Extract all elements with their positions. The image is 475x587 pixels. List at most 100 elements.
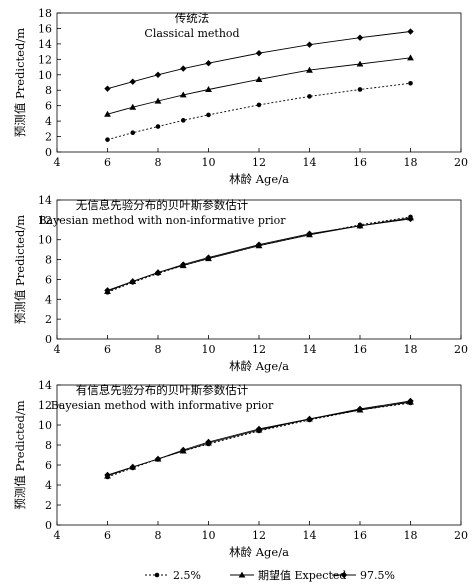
series-1 xyxy=(105,80,413,142)
data-point xyxy=(255,241,263,248)
x-tick-label: 20 xyxy=(454,156,468,169)
data-point xyxy=(105,137,110,142)
y-axis-label: 预测值 Predicted/m xyxy=(13,28,27,137)
x-tick-label: 18 xyxy=(404,529,418,542)
y-tick-label: 8 xyxy=(45,439,52,452)
series-3 xyxy=(104,215,414,294)
data-point xyxy=(307,94,312,99)
series-1 xyxy=(105,400,413,480)
series-3 xyxy=(104,28,414,92)
legend-label: 期望值 Expected xyxy=(258,569,346,582)
x-tick-label: 14 xyxy=(303,156,317,169)
data-point xyxy=(357,87,363,92)
y-tick-label: 0 xyxy=(45,333,52,346)
y-tick-label: 12 xyxy=(38,399,52,412)
data-point xyxy=(180,118,186,123)
series-line xyxy=(107,217,411,292)
data-point xyxy=(205,254,212,261)
data-point xyxy=(129,78,136,85)
chart-panel-2: 4 6 8 10 12 14 16 18 20 0 2 4 6 8 10 12 14 林龄 Age/a 预测值 Pr… xyxy=(13,194,468,373)
data-point xyxy=(407,28,414,35)
data-point xyxy=(306,230,313,237)
x-tick-label: 12 xyxy=(252,343,266,356)
legend-marker xyxy=(340,571,348,579)
data-point xyxy=(205,438,212,446)
x-tick-label: 18 xyxy=(404,156,418,169)
data-point xyxy=(155,124,161,129)
x-tick-label: 6 xyxy=(104,156,111,169)
x-tick-label: 10 xyxy=(202,156,216,169)
legend-item-1: 2.5% xyxy=(145,569,201,582)
series-line xyxy=(107,400,411,476)
x-tick-label: 14 xyxy=(303,529,317,542)
x-tick-label: 10 xyxy=(202,343,216,356)
y-tick-label: 4 xyxy=(45,479,52,492)
x-axis-label: 林龄 Age/a xyxy=(229,359,289,373)
x-tick-label: 6 xyxy=(104,343,111,356)
y-tick-label: 12 xyxy=(38,53,52,66)
y-tick-label: 0 xyxy=(45,146,52,159)
y-tick-label: 18 xyxy=(38,7,52,20)
y-tick-label: 4 xyxy=(45,115,52,128)
chart-title-en: Classical method xyxy=(144,27,239,40)
y-tick-label: 6 xyxy=(45,459,52,472)
y-tick-label: 8 xyxy=(45,84,52,97)
legend-marker xyxy=(154,572,160,578)
legend-label: 97.5% xyxy=(360,569,395,582)
y-tick-label: 10 xyxy=(38,69,52,82)
plot-frame xyxy=(56,12,462,153)
chart-title-en: Bayesian method with non-informative pri… xyxy=(38,214,286,227)
data-point xyxy=(129,463,136,471)
series-line xyxy=(107,216,411,293)
y-tick-label: 10 xyxy=(38,419,52,432)
data-point xyxy=(180,65,187,72)
x-tick-label: 20 xyxy=(454,343,468,356)
x-axis-label: 林龄 Age/a xyxy=(229,545,289,559)
y-tick-label: 4 xyxy=(45,293,52,306)
legend-marker xyxy=(238,571,246,578)
y-tick-label: 2 xyxy=(45,499,52,512)
y-tick-label: 8 xyxy=(45,254,52,267)
y-tick-label: 10 xyxy=(38,234,52,247)
data-point xyxy=(130,130,136,135)
x-tick-label: 16 xyxy=(353,529,367,542)
legend-item-2: 期望值 Expected xyxy=(230,569,346,582)
data-point xyxy=(104,110,111,117)
data-point xyxy=(180,446,187,454)
x-tick-label: 4 xyxy=(54,156,61,169)
x-tick-label: 6 xyxy=(104,529,111,542)
data-point xyxy=(104,85,111,92)
chart-title-en: Bayesian method with informative prior xyxy=(51,399,274,412)
x-tick-label: 8 xyxy=(155,529,162,542)
chart-title-cn: 有信息先验分布的贝叶斯参数估计 xyxy=(76,383,249,397)
y-axis-label: 预测值 Predicted/m xyxy=(13,215,27,324)
y-tick-label: 16 xyxy=(38,22,52,35)
chart-title-cn: 传统法 xyxy=(175,11,210,25)
x-tick-label: 10 xyxy=(202,529,216,542)
data-point xyxy=(154,269,162,276)
legend-label: 2.5% xyxy=(173,569,201,582)
x-tick-label: 18 xyxy=(404,343,418,356)
y-tick-label: 2 xyxy=(45,131,52,144)
chart-title-cn: 无信息先验分布的贝叶斯参数估计 xyxy=(76,198,249,212)
data-point xyxy=(356,405,364,413)
series-line xyxy=(107,401,411,477)
y-tick-label: 14 xyxy=(38,194,52,207)
data-point xyxy=(407,54,414,61)
x-tick-label: 16 xyxy=(353,343,367,356)
x-axis-label: 林龄 Age/a xyxy=(229,172,289,186)
x-tick-label: 16 xyxy=(353,156,367,169)
y-tick-label: 14 xyxy=(38,379,52,392)
data-point xyxy=(255,425,263,433)
data-point xyxy=(206,112,211,118)
y-tick-label: 0 xyxy=(45,519,52,532)
x-tick-label: 8 xyxy=(155,156,162,169)
data-point xyxy=(407,215,414,223)
data-point xyxy=(129,278,136,285)
data-point xyxy=(179,91,187,98)
y-tick-label: 6 xyxy=(45,273,52,286)
data-point xyxy=(129,103,137,110)
data-point xyxy=(255,49,263,57)
data-point xyxy=(205,86,212,92)
